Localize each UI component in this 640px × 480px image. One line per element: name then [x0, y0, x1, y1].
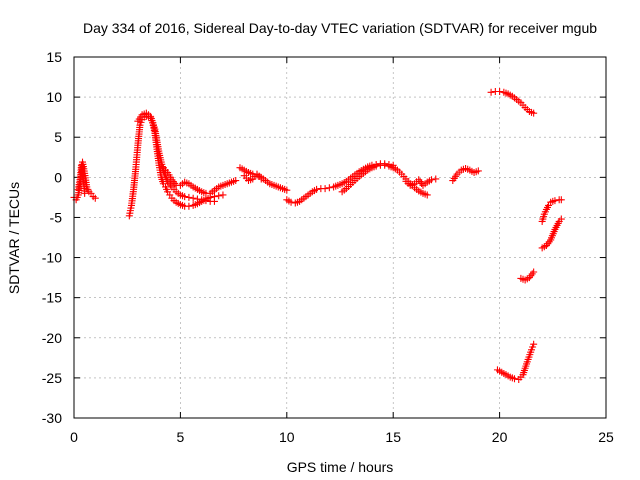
axis-tick-labels: 0 5 10 15 20 25 15 10 5 0 -5 -10 -15 -20 -25 -30 [42, 49, 614, 445]
data-point [530, 340, 538, 348]
series-seg8 [283, 160, 397, 207]
series-seg3 [125, 112, 227, 220]
data-point [81, 189, 89, 197]
data-point [557, 215, 565, 223]
y-tick-label: -20 [42, 330, 62, 346]
series-seg2 [74, 161, 89, 197]
chart-title: Day 334 of 2016, Sidereal Day-to-day VTE… [83, 20, 597, 36]
series-seg10 [402, 175, 440, 189]
plot-frame [73, 56, 607, 419]
data-point [432, 175, 440, 183]
data-point [198, 196, 206, 204]
x-tick-label: 15 [385, 429, 401, 445]
data-point [487, 88, 495, 96]
data-point [181, 193, 189, 201]
data-point [287, 198, 295, 206]
data-points [70, 87, 565, 383]
data-point [193, 195, 201, 203]
y-tick-label: -10 [42, 250, 62, 266]
data-point [202, 197, 210, 205]
data-point [232, 177, 240, 185]
data-point [219, 191, 227, 199]
x-tick-label: 10 [279, 429, 295, 445]
x-tick-label: 20 [492, 429, 508, 445]
data-point [215, 192, 223, 200]
data-point [91, 194, 99, 202]
data-point [372, 162, 380, 170]
series-seg11 [449, 165, 482, 185]
y-axis-title: SDTVAR / TECUs [6, 182, 22, 294]
x-axis-title: GPS time / hours [287, 459, 394, 475]
data-point [189, 194, 197, 202]
series-seg4 [134, 109, 218, 205]
series-seg15 [538, 215, 565, 252]
x-tick-label: 25 [598, 429, 614, 445]
y-tick-label: 10 [46, 89, 62, 105]
data-point [530, 109, 538, 117]
y-tick-label: 15 [46, 49, 62, 65]
data-point [496, 87, 504, 95]
y-tick-label: -15 [42, 290, 62, 306]
x-tick-label: 0 [70, 429, 78, 445]
series-seg13 [493, 340, 538, 383]
data-point [474, 167, 482, 175]
data-point [313, 185, 321, 193]
series-seg14 [517, 268, 538, 284]
data-point [381, 161, 389, 169]
x-tick-label: 5 [177, 429, 185, 445]
y-tick-label: 0 [54, 169, 62, 185]
data-point [510, 375, 518, 383]
data-point [210, 197, 218, 205]
y-tick-label: 5 [54, 129, 62, 145]
data-point [257, 175, 265, 183]
data-point [283, 186, 291, 194]
data-point [325, 184, 333, 192]
data-point [321, 185, 329, 193]
data-point [428, 176, 436, 184]
series-seg12 [487, 87, 538, 117]
y-tick-label: -30 [42, 410, 62, 426]
data-point [423, 191, 431, 199]
data-point [557, 196, 565, 204]
data-point [530, 268, 538, 276]
data-point [185, 202, 193, 210]
series-seg16 [538, 196, 565, 225]
grid [74, 57, 606, 418]
data-point [185, 193, 193, 201]
y-tick-label: -25 [42, 370, 62, 386]
data-point [551, 197, 559, 205]
y-tick-label: -5 [50, 209, 63, 225]
series-seg5 [159, 164, 240, 197]
series-seg7 [240, 170, 265, 185]
